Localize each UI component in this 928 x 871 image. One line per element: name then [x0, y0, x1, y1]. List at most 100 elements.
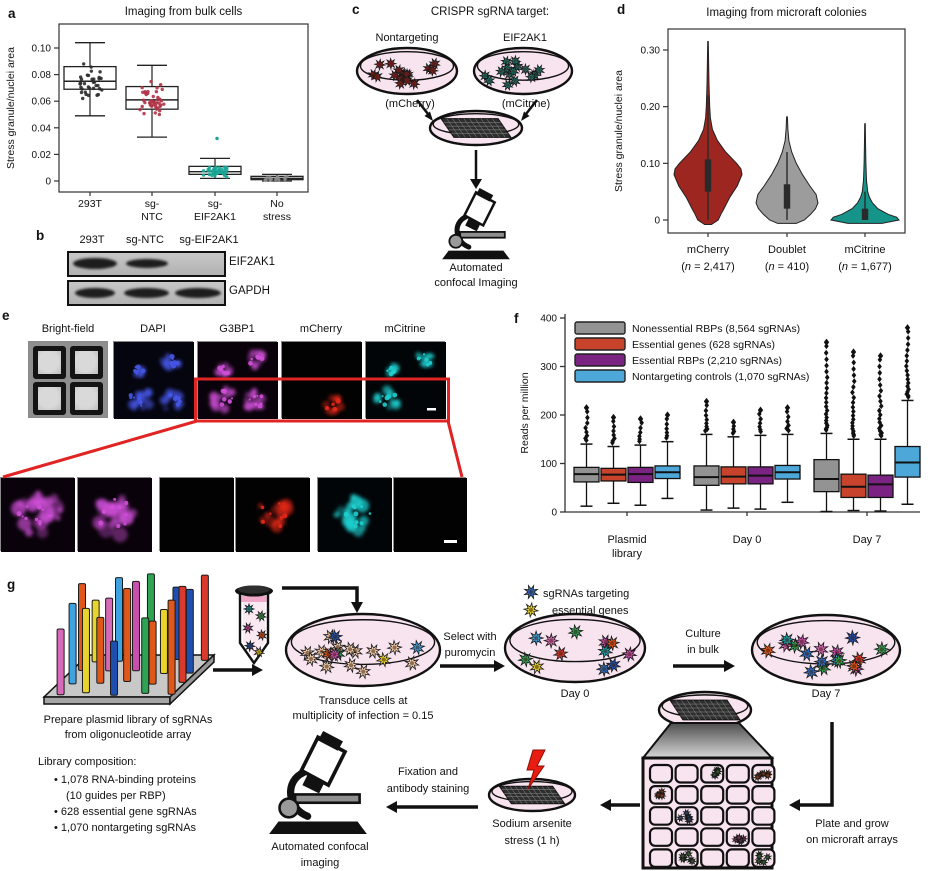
- legend-label: Nontargeting controls (1,070 sgRNAs): [632, 371, 809, 383]
- box-group0-series2: [627, 415, 654, 506]
- svg-text:300: 300: [540, 362, 557, 373]
- zoom-g3bp1-image-1: [0, 477, 75, 552]
- transduce-caption-1: Transduce cells at: [319, 695, 408, 707]
- select-arrow: [440, 660, 505, 672]
- box-293T: [63, 42, 117, 117]
- microraft-dish: [428, 109, 524, 147]
- box-group2-series2: [867, 352, 894, 512]
- select-caption-2: puromycin: [445, 647, 496, 659]
- legend-swatch: [574, 369, 626, 383]
- box-group0-series1: [600, 413, 627, 505]
- array-to-sodium-arrow: [600, 799, 640, 811]
- down-arrow: [470, 150, 482, 189]
- fixation-caption-1: Fixation and: [398, 766, 458, 778]
- dapi-image: [113, 341, 194, 419]
- nontargeting-dish: [355, 46, 459, 96]
- bulk-cells-boxplot: Imaging from bulk cells 0 0.02 0.04 0.06 0.08…: [5, 6, 309, 223]
- svg-text:No: No: [270, 198, 284, 210]
- channel-label-brightfield: Bright-field: [41, 323, 95, 335]
- channel-label-g3bp1: G3BP1: [219, 323, 255, 335]
- box-group1-series3: [774, 404, 801, 504]
- blot-lane-label: sg-EIF2AK1: [179, 234, 239, 246]
- zoom-mcherry-image-1: [159, 477, 234, 552]
- microscope-icon: [269, 731, 367, 834]
- svg-text:(n = 2,417): (n = 2,417): [681, 261, 735, 273]
- box-group1-series2: [747, 406, 774, 510]
- svg-text:sg-: sg-: [145, 198, 160, 210]
- lightning-bolt-icon: [526, 749, 546, 790]
- culture-arrow: [673, 660, 735, 672]
- svg-text:0.02: 0.02: [32, 150, 52, 161]
- svg-text:sg-: sg-: [208, 198, 223, 210]
- day7-to-array-arrow: [789, 722, 834, 811]
- svg-text:Doublet: Doublet: [768, 244, 806, 256]
- svg-text:EIF2AK1: EIF2AK1: [194, 211, 236, 223]
- violin-mCherry: [673, 41, 743, 225]
- confocal-caption-1: Automated: [449, 262, 502, 274]
- svg-text:0.20: 0.20: [641, 102, 661, 113]
- microscope-icon: [442, 188, 510, 259]
- sodium-to-scope-arrow: [386, 801, 478, 813]
- day0-dish: [503, 612, 647, 684]
- select-caption-1: Select with: [443, 631, 496, 643]
- library-item-4: • 1,070 nontargeting sgRNAs: [54, 822, 197, 834]
- svg-text:0: 0: [45, 177, 51, 188]
- blot-lane-label: sg-NTC: [126, 234, 164, 246]
- channel-label-mcherry: mCherry: [299, 323, 343, 335]
- blot-loading-label: GAPDH: [229, 285, 270, 297]
- microraft-violin-plot: Imaging from microraft colonies 0 0.10 0.20…: [613, 7, 906, 273]
- panel-c-label: c: [352, 2, 360, 17]
- legend-swatch: [574, 337, 626, 351]
- day7-dish: [750, 613, 902, 687]
- essential-sgrna-legend-icons: [522, 584, 540, 619]
- svg-text:stress: stress: [263, 211, 291, 223]
- nontargeting-dish-label: Nontargeting: [376, 32, 439, 44]
- box-group2-series3: [894, 324, 921, 505]
- panel-a-label: a: [8, 6, 16, 21]
- svg-text:0: 0: [551, 508, 557, 519]
- essential-legend-2: essential genes: [552, 605, 629, 617]
- prepare-caption-2: from oligonucleotide array: [65, 729, 192, 741]
- mcitrine-tag: (mCitrine): [502, 98, 550, 110]
- screen-workflow-schematic: Prepare plasmid library of sgRNAs from o…: [38, 573, 902, 870]
- panel-f-label: f: [514, 311, 519, 326]
- legend-swatch: [574, 353, 626, 367]
- channel-label-dapi: DAPI: [140, 323, 166, 335]
- zoom-highlight-overlay: [2, 377, 464, 479]
- panel-e-label: e: [2, 308, 10, 323]
- svg-text:293T: 293T: [78, 198, 103, 210]
- blot-lane-label: 293T: [79, 234, 105, 246]
- legend-label: Nonessential RBPs (8,564 sgRNAs): [632, 323, 800, 335]
- library-composition-title: Library composition:: [38, 756, 136, 768]
- zoom-mcitrine-image-1: [317, 477, 392, 552]
- box-group0-series3: [654, 411, 681, 500]
- crispr-target-schematic: CRISPR sgRNA target: Nontargeting EIF2AK…: [355, 6, 574, 289]
- merge-arrows: [416, 99, 538, 121]
- fixation-caption-2: antibody staining: [387, 783, 470, 795]
- panel-d-label: d: [617, 2, 626, 17]
- tube-to-dish-arrow: [282, 586, 363, 613]
- panel-c-title: CRISPR sgRNA target:: [431, 6, 549, 18]
- day7-caption: Day 7: [812, 688, 841, 700]
- box-group0-series0: [573, 404, 600, 507]
- svg-text:100: 100: [540, 459, 557, 470]
- brightfield-image: [28, 341, 108, 418]
- legend-swatch: [574, 321, 626, 335]
- transduce-caption-2: multiplicity of infection = 0.15: [293, 710, 434, 722]
- confocal-imaging-caption-2: imaging: [301, 857, 340, 869]
- confocal-caption-2: confocal Imaging: [434, 277, 517, 289]
- box-group1-series0: [693, 397, 720, 511]
- blot-eif2ak1: [67, 251, 226, 277]
- svg-text:mCherry: mCherry: [687, 244, 730, 256]
- panel-b-label: b: [36, 228, 45, 243]
- transduce-dish: [284, 612, 442, 688]
- essential-legend-1: sgRNAs targeting: [543, 588, 629, 600]
- svg-text:0.06: 0.06: [32, 97, 52, 108]
- panel-g-label: g: [7, 577, 16, 592]
- zoom-mcitrine-image-2: [393, 477, 467, 552]
- blot-target-label: EIF2AK1: [229, 256, 276, 268]
- panel-d-title: Imaging from microraft colonies: [706, 7, 867, 19]
- svg-text:200: 200: [540, 411, 557, 422]
- channel-label-mcitrine: mCitrine: [384, 323, 426, 335]
